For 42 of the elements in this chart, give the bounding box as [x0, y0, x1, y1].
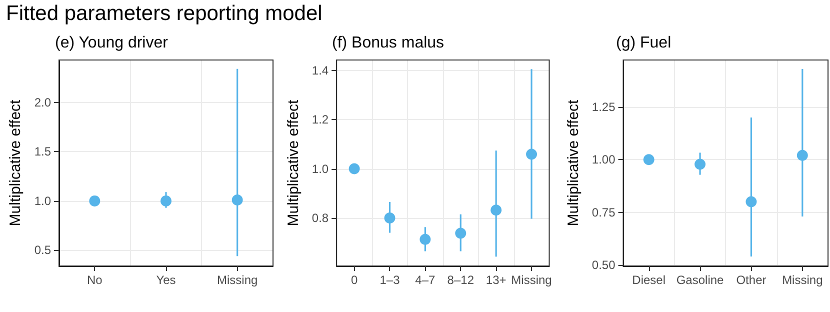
x-tick-label: 0: [350, 273, 358, 287]
text: Fitted parameters reporting model: [6, 2, 322, 26]
y-tick-label: 1.00: [592, 152, 616, 167]
y-tick-label: 1.4: [312, 63, 329, 78]
chart-title: (g) Fuel: [616, 34, 672, 52]
y-tick-label: 1.0: [312, 162, 329, 176]
x-tick-label: Gasoline: [676, 273, 724, 287]
point: [643, 154, 654, 166]
y-tick-label: 1.0: [34, 194, 52, 208]
y-tick-label: 0.50: [592, 258, 616, 272]
x-tick-label: 13+: [486, 273, 506, 287]
point: [694, 158, 706, 170]
point: [746, 196, 757, 208]
y-tick-label: 1.2: [312, 112, 329, 127]
point: [796, 150, 808, 161]
x-tick-label: Diesel: [632, 273, 666, 287]
y-tick-label: 0.5: [34, 243, 52, 258]
x-tick-label: 1–3: [380, 273, 400, 287]
point: [348, 163, 360, 174]
y-axis-title: Multiplicative effect: [565, 98, 582, 226]
point: [455, 228, 466, 239]
y-tick-label: 1.5: [34, 144, 52, 159]
x-tick-label: Other: [736, 273, 766, 287]
x-tick-label: No: [86, 273, 103, 287]
x-tick-label: 4–7: [415, 273, 436, 287]
x-tick-label: Missing: [216, 273, 258, 287]
point: [384, 212, 396, 224]
x-tick-label: Missing: [782, 273, 823, 287]
y-axis-title: Multiplicative effect: [7, 98, 24, 226]
x-tick-label: Missing: [511, 273, 552, 287]
y-axis-title: Multiplicative effect: [285, 98, 302, 226]
chart-title: (f) Bonus malus: [332, 34, 444, 52]
chart-title: (e) Young driver: [55, 34, 169, 52]
y-tick-label: 0.75: [592, 205, 616, 220]
x-tick-label: 8–12: [447, 273, 474, 287]
point: [420, 234, 431, 245]
y-tick-label: 1.25: [592, 100, 616, 114]
y-tick-label: 2.0: [34, 95, 52, 110]
point: [490, 204, 502, 216]
y-tick-label: 0.8: [312, 211, 329, 226]
point: [526, 148, 538, 160]
x-tick-label: Yes: [156, 273, 176, 287]
